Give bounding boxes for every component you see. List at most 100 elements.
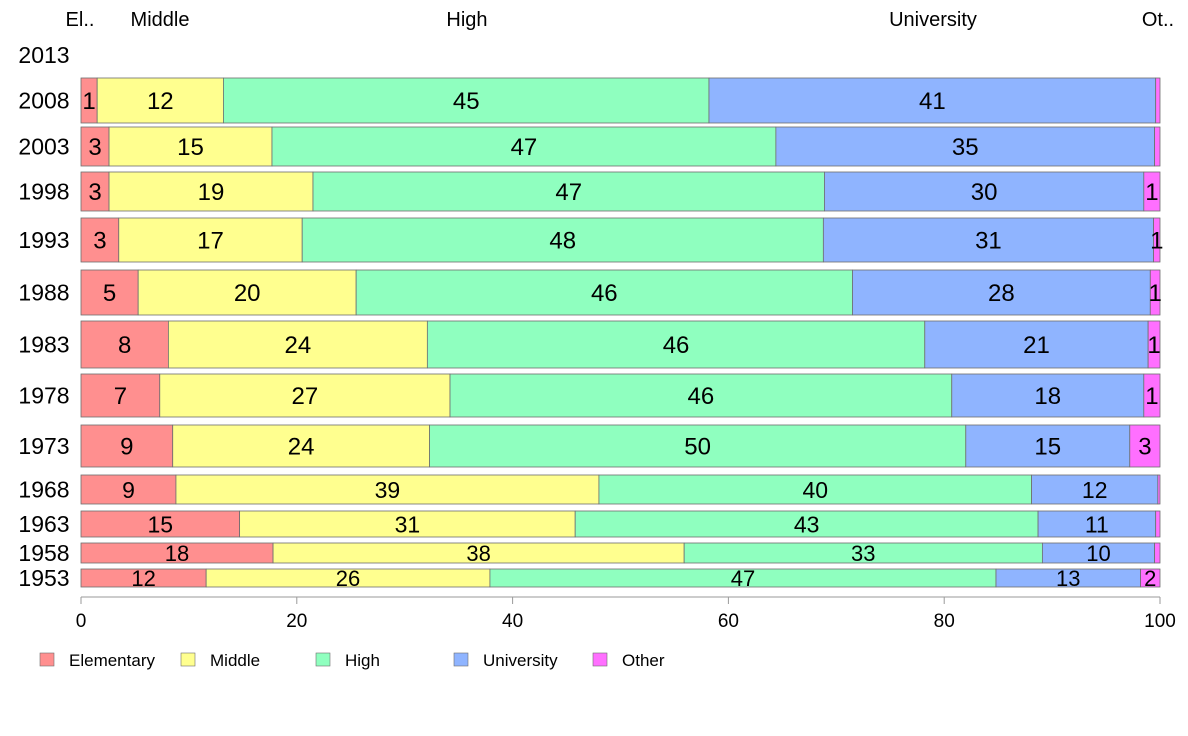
y-tick-label: 2003 (18, 134, 69, 160)
bar-segment (429, 424, 967, 468)
bar-segment (1154, 542, 1161, 564)
data-label: 47 (731, 566, 755, 591)
legend-label: High (345, 651, 380, 670)
bar-segment (80, 269, 139, 316)
data-label: 24 (288, 434, 315, 461)
bar-segment (1129, 424, 1161, 468)
data-label: 3 (88, 179, 101, 206)
data-label: 20 (234, 280, 261, 307)
data-label: 3 (88, 134, 101, 161)
y-tick-label: 2008 (18, 88, 69, 114)
legend-swatch (39, 652, 55, 667)
bar-segment (1157, 474, 1161, 505)
legend-swatch (180, 652, 196, 667)
y-tick-label: 1993 (18, 227, 69, 253)
legend-label: Middle (210, 651, 260, 670)
data-label: 7 (114, 383, 127, 410)
data-label: 15 (1034, 434, 1061, 461)
data-label: 2 (1144, 566, 1156, 591)
data-label: 1 (1145, 179, 1158, 206)
data-label: 46 (688, 383, 715, 410)
bar-segment (1147, 320, 1161, 369)
bar-segment (80, 510, 241, 538)
bar-segment (301, 217, 824, 263)
y-tick-label: 1988 (18, 280, 69, 306)
x-tick-label: 40 (502, 611, 523, 632)
data-label: 8 (118, 332, 131, 359)
data-label: 3 (1138, 434, 1151, 461)
bar-segment (775, 126, 1156, 167)
data-label: 27 (292, 383, 319, 410)
data-label: 30 (971, 179, 998, 206)
x-tick-label: 0 (76, 611, 87, 632)
data-label: 31 (395, 511, 421, 537)
bar-segment (449, 373, 953, 418)
bar-segment (824, 171, 1145, 212)
y-tick-label: 1953 (18, 565, 69, 591)
data-label: 1 (1150, 228, 1163, 255)
y-tick-label: 1983 (18, 332, 69, 358)
data-label: 3 (93, 228, 106, 255)
data-label: 21 (1023, 332, 1050, 359)
top-category-label: El.. (66, 9, 95, 31)
bar-segment (426, 320, 926, 369)
data-label: 38 (466, 541, 490, 566)
data-label: 5 (103, 280, 116, 307)
data-label: 1 (82, 88, 95, 115)
y-tick-label: 2013 (18, 42, 69, 68)
top-category-label: High (446, 9, 487, 31)
bar-segment (1154, 126, 1161, 167)
y-tick-label: 1998 (18, 179, 69, 205)
bar-segment (951, 373, 1145, 418)
legend-swatch (592, 652, 608, 667)
bar-segment (96, 77, 224, 124)
bar-segment (108, 126, 273, 167)
bar-segment (924, 320, 1149, 369)
bar-segment (80, 373, 161, 418)
top-category-label: Ot.. (1142, 9, 1174, 31)
data-label: 1 (1148, 280, 1161, 307)
bar-segment (80, 171, 110, 212)
x-tick-label: 60 (718, 611, 739, 632)
data-label: 12 (1082, 477, 1108, 503)
data-label: 40 (802, 477, 828, 503)
x-tick-label: 80 (934, 611, 955, 632)
bar-segment (708, 77, 1157, 124)
bar-segment (271, 126, 777, 167)
data-label: 17 (197, 228, 224, 255)
data-label: 18 (1034, 383, 1061, 410)
bar-segment (80, 474, 177, 505)
legend-swatch (453, 652, 469, 667)
data-label: 41 (919, 88, 946, 115)
data-label: 26 (336, 566, 360, 591)
data-label: 47 (555, 179, 582, 206)
top-category-label: Middle (131, 9, 190, 31)
bar-segment (118, 217, 303, 263)
data-label: 24 (285, 332, 312, 359)
bar-segment (172, 424, 430, 468)
bar-segment (80, 126, 110, 167)
bar-segment (80, 424, 174, 468)
data-label: 15 (148, 511, 174, 537)
data-label: 50 (684, 434, 711, 461)
bar-segment (852, 269, 1151, 316)
data-label: 28 (988, 280, 1015, 307)
bar-segment (965, 424, 1131, 468)
bar-segment (1155, 77, 1161, 124)
x-tick-label: 100 (1144, 611, 1176, 632)
legend-label: University (483, 651, 558, 670)
x-tick-label: 20 (286, 611, 307, 632)
y-tick-label: 1958 (18, 540, 69, 566)
data-label: 31 (975, 228, 1002, 255)
data-label: 15 (177, 134, 204, 161)
bar-segment (159, 373, 451, 418)
data-label: 12 (147, 88, 174, 115)
top-category-label: University (889, 9, 977, 31)
bar-segment (1143, 171, 1161, 212)
data-label: 47 (511, 134, 538, 161)
data-label: 48 (549, 228, 576, 255)
y-tick-label: 1973 (18, 433, 69, 459)
data-label: 33 (851, 541, 875, 566)
legend-label: Elementary (69, 651, 155, 670)
